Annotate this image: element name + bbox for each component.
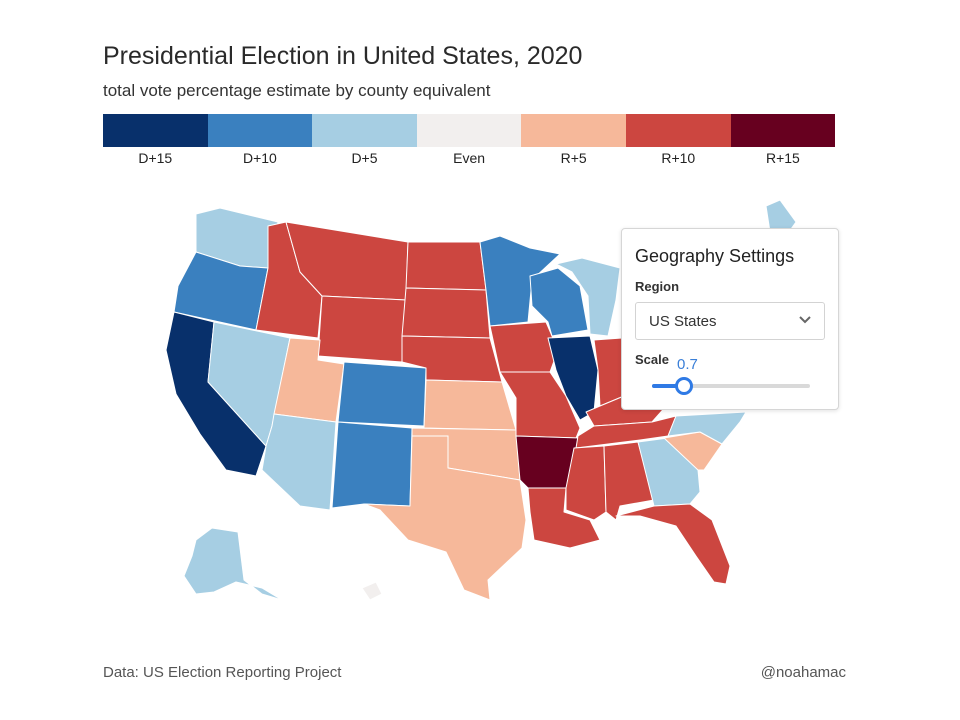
legend-item-d5: D+5 [312,114,417,172]
author-credit: @noahamac [760,664,846,681]
us-election-map[interactable] [0,190,960,620]
legend-item-r15: R+15 [730,114,836,172]
state-ak[interactable] [183,527,283,601]
region-label: Region [635,279,680,294]
state-la[interactable] [527,487,601,549]
legend-label: R+10 [661,150,696,166]
state-mo[interactable] [499,371,581,439]
state-il[interactable] [547,335,599,421]
region-select[interactable]: US States [635,302,825,340]
legend-swatch [626,114,731,147]
legend-label: R+15 [765,150,800,166]
legend-label: D+10 [242,150,277,166]
state-nd[interactable] [405,241,487,291]
page-subtitle: total vote percentage estimate by county… [103,81,491,100]
state-wy[interactable] [317,295,407,363]
state-ks[interactable] [423,379,517,431]
slider-thumb[interactable] [674,377,693,395]
state-fl[interactable] [615,503,731,585]
scale-value: 0.7 [677,356,698,373]
state-in[interactable] [593,337,625,407]
legend-item-r5: R+5 [521,114,626,172]
state-ms[interactable] [565,445,607,521]
state-mi[interactable] [555,257,621,337]
page-title: Presidential Election in United States, … [103,42,583,70]
legend-item-d15: D+15 [103,114,208,172]
legend-label: Even [453,150,486,166]
chevron-down-icon [799,316,811,324]
legend-label: D+15 [138,150,173,166]
legend-swatch [103,114,208,147]
legend-swatch [730,114,836,147]
legend-label: D+5 [351,150,378,166]
scale-slider[interactable] [652,377,810,395]
legend-swatch [416,114,522,147]
color-legend: D+15 D+10 D+5 Even R+5 R+10 R+15 [103,114,836,172]
state-hi[interactable] [361,581,383,601]
legend-swatch [312,114,417,147]
state-sd[interactable] [401,287,491,339]
slider-fill [652,384,684,388]
state-nm[interactable] [331,421,413,509]
legend-item-even: Even [416,114,522,172]
state-wi[interactable] [529,267,589,337]
state-co[interactable] [337,361,427,427]
scale-label: Scale [635,352,669,367]
geography-settings-panel: Geography Settings Region US States Scal… [621,228,839,410]
legend-item-d10: D+10 [207,114,313,172]
region-value: US States [649,313,717,330]
state-ia[interactable] [489,321,559,373]
state-tx[interactable] [363,435,527,601]
legend-item-r10: R+10 [626,114,731,172]
legend-swatch [521,114,626,147]
state-az[interactable] [261,413,337,511]
state-nc[interactable] [667,411,747,445]
data-source: Data: US Election Reporting Project [103,664,342,681]
legend-label: R+5 [560,150,587,166]
settings-title: Geography Settings [635,246,795,266]
legend-swatch [207,114,313,147]
